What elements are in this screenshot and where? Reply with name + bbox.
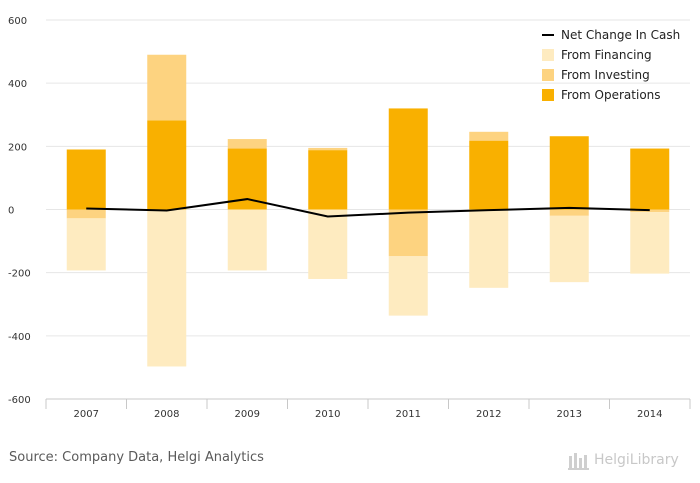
y-tick-label: 0 bbox=[8, 206, 14, 217]
axes: -600 -400 -200 0 200 400 600 2007 2008 2009 2010 20… bbox=[8, 16, 691, 420]
legend-swatch bbox=[542, 89, 554, 101]
x-tick-label: 2009 bbox=[235, 409, 260, 420]
bar-from-operations-2008 bbox=[147, 120, 187, 210]
x-tick-label: 2012 bbox=[476, 409, 501, 420]
bar-from-financing-2012 bbox=[469, 209, 509, 288]
bar-from-investing-2009 bbox=[227, 139, 267, 149]
bar-from-operations-2010 bbox=[308, 150, 348, 210]
legend-label: From Investing bbox=[561, 68, 650, 82]
x-tick-label: 2011 bbox=[396, 409, 421, 420]
legend-label: Net Change In Cash bbox=[561, 28, 680, 42]
bar-from-financing-2014 bbox=[630, 212, 670, 274]
brand-logo: HelgiLibrary bbox=[568, 449, 679, 471]
bar-from-financing-2007 bbox=[66, 218, 106, 271]
legend: Net Change In Cash From Financing From Inv… bbox=[542, 28, 680, 102]
y-tick-label: 400 bbox=[8, 79, 27, 90]
legend-label: From Operations bbox=[561, 88, 661, 102]
x-tick-label: 2010 bbox=[315, 409, 340, 420]
y-tick-label: -400 bbox=[8, 332, 31, 343]
bar-from-operations-2012 bbox=[469, 140, 509, 210]
bar-from-investing-2011 bbox=[388, 209, 428, 257]
y-tick-label: 200 bbox=[8, 142, 27, 153]
bar-from-operations-2007 bbox=[66, 149, 106, 210]
x-tick-label: 2008 bbox=[154, 409, 179, 420]
line-series bbox=[86, 198, 650, 218]
bar-from-investing-2008 bbox=[147, 54, 187, 121]
library-icon bbox=[568, 453, 589, 470]
legend-label: From Financing bbox=[561, 48, 652, 62]
source-note: Source: Company Data, Helgi Analytics bbox=[9, 450, 264, 465]
bar-from-investing-2014 bbox=[630, 209, 670, 213]
bars bbox=[66, 54, 670, 367]
bar-from-operations-2013 bbox=[549, 136, 589, 210]
legend-swatch bbox=[542, 49, 554, 61]
y-tick-label: 600 bbox=[8, 16, 27, 27]
bar-from-operations-2014 bbox=[630, 148, 670, 210]
bar-from-financing-2009 bbox=[227, 209, 267, 271]
bar-from-investing-2012 bbox=[469, 131, 509, 141]
bar-from-investing-2007 bbox=[66, 209, 106, 219]
brand-name: HelgiLibrary bbox=[594, 452, 679, 468]
bar-from-financing-2008 bbox=[147, 209, 187, 367]
bar-from-financing-2010 bbox=[308, 209, 348, 279]
bar-from-investing-2013 bbox=[549, 209, 589, 216]
x-tick-label: 2014 bbox=[637, 409, 662, 420]
x-tick-label: 2007 bbox=[74, 409, 99, 420]
net-change-line bbox=[86, 198, 650, 218]
y-tick-label: -600 bbox=[8, 395, 31, 406]
y-tick-label: -200 bbox=[8, 269, 31, 280]
bar-from-financing-2013 bbox=[549, 215, 589, 283]
x-tick-label: 2013 bbox=[557, 409, 582, 420]
bar-from-operations-2011 bbox=[388, 108, 428, 210]
bar-from-financing-2011 bbox=[388, 256, 428, 316]
bar-from-investing-2010 bbox=[308, 147, 348, 151]
legend-swatch bbox=[542, 69, 554, 81]
